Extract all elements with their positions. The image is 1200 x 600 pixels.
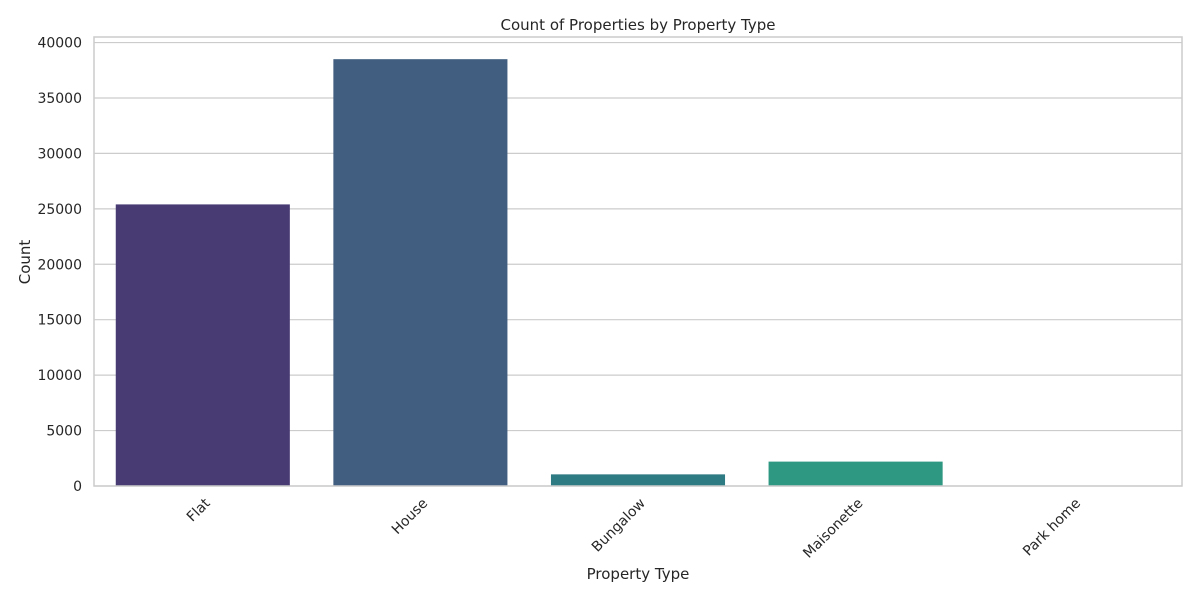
y-tick-label: 15000 [37,313,82,329]
bars [115,59,1161,486]
x-tick-label: Park home [1020,496,1084,560]
plot-frame [93,36,1183,487]
bar-maisonette [768,461,943,486]
y-tick-label: 0 [73,479,82,495]
bar-house [333,59,508,486]
y-tick-label: 35000 [37,91,82,107]
y-tick-labels: 0 5000 10000 15000 20000 25000 30000 35000 40000 [37,36,82,495]
y-tick-label: 40000 [37,36,82,52]
y-axis-label: Count [16,240,34,285]
y-tick-label: 5000 [46,424,82,440]
x-tick-label: House [389,496,431,538]
x-tick-label: Maisonette [800,496,866,562]
x-axis-label: Property Type [587,565,690,583]
y-tick-label: 10000 [37,368,82,384]
y-tick-label: 30000 [37,146,82,162]
bar-flat [115,204,290,486]
bar-bungalow [550,474,726,486]
x-tick-label: Bungalow [589,496,649,556]
chart-title: Count of Properties by Property Type [501,16,776,34]
y-tick-label: 25000 [37,202,82,218]
y-tick-label: 20000 [37,257,82,273]
x-tick-labels: Flat House Bungalow Maisonette Park home [184,495,1084,561]
x-tick-label: Flat [184,495,214,525]
